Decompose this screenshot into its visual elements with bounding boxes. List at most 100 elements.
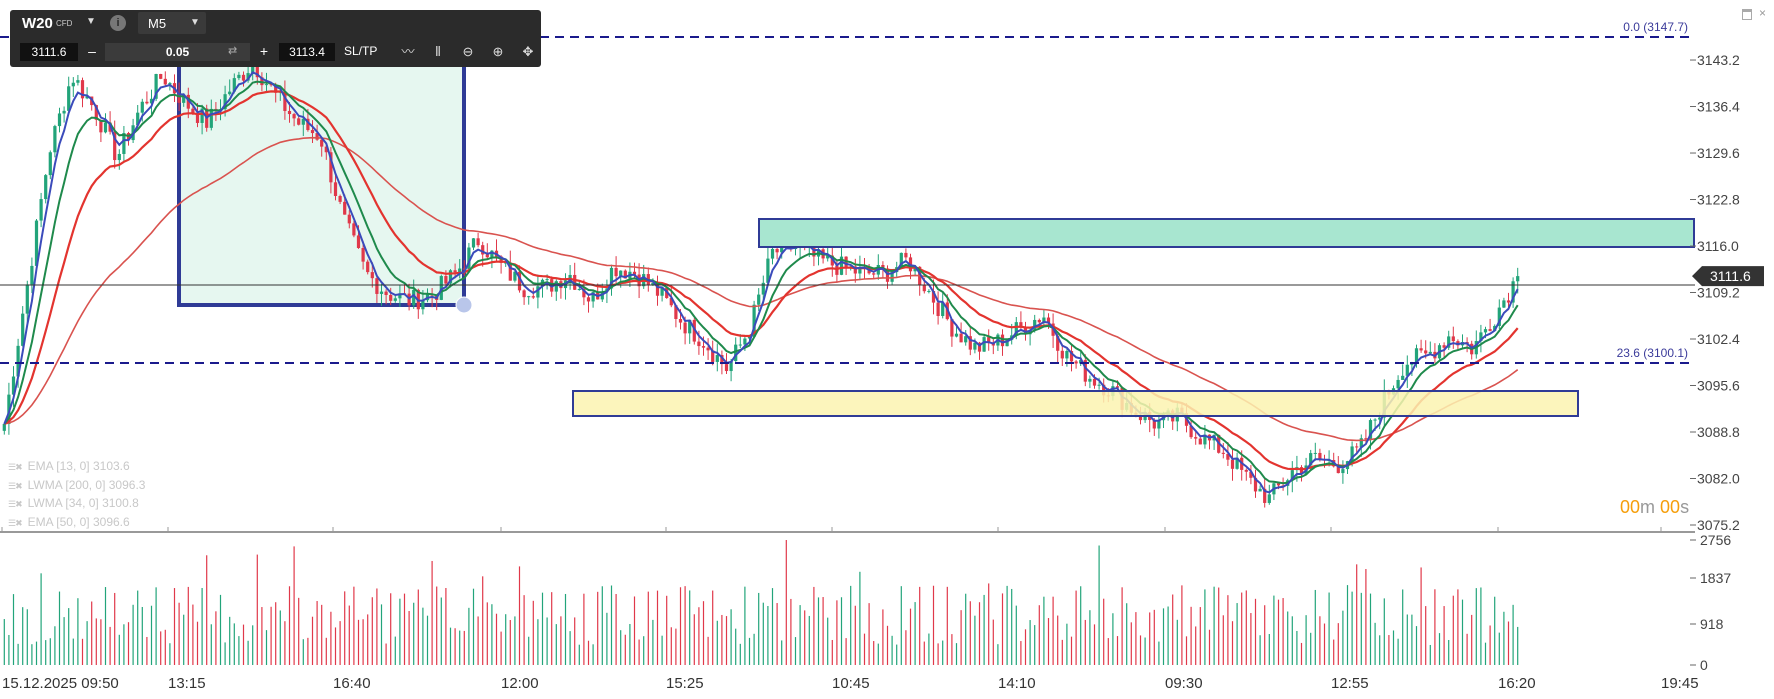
zone-green-left[interactable] <box>177 35 466 307</box>
move-icon[interactable]: ✥ <box>522 44 534 59</box>
indicator-label: LWMA [200, 0] 3096.3 <box>27 477 146 492</box>
candle-body <box>292 114 296 119</box>
bid-price[interactable]: 3111.6 <box>20 43 78 61</box>
candle-body <box>94 105 98 120</box>
candle-body <box>343 201 347 215</box>
candle-body <box>99 119 103 133</box>
candle-body <box>16 345 20 377</box>
candle-body <box>39 199 43 221</box>
candle-body <box>1198 438 1202 445</box>
candle-body <box>890 272 894 282</box>
candle-body <box>21 313 25 346</box>
candle-body <box>306 118 310 131</box>
candle-body <box>757 294 761 305</box>
candle-body <box>177 93 181 103</box>
candle-body <box>674 305 678 319</box>
indicator-lwma34[interactable]: ☰✖ LWMA [34, 0] 3100.8 <box>8 495 145 514</box>
ema13-line <box>3 71 1519 494</box>
ema50-line <box>3 80 1519 485</box>
candle-body <box>1046 317 1051 324</box>
candle-body <box>1069 351 1074 362</box>
candle-body <box>591 292 595 302</box>
candle-body <box>85 96 89 99</box>
candle-body <box>48 152 52 176</box>
chevron-down-icon[interactable]: ▼ <box>86 16 96 27</box>
candle-body <box>830 255 834 266</box>
price-tick-label: 3109.2 <box>1697 285 1740 301</box>
indicator-ema50[interactable]: ☰✖ EMA [50, 0] 3096.6 <box>8 514 145 533</box>
candle-body <box>941 302 945 316</box>
sltp-button[interactable]: SL/TP <box>344 44 378 58</box>
candle-body <box>458 268 462 273</box>
close-icon[interactable]: × <box>1758 6 1766 20</box>
info-icon[interactable]: i <box>110 15 126 31</box>
candle-body <box>329 152 333 183</box>
ask-price[interactable]: 3113.4 <box>279 43 335 61</box>
zoom-in-icon[interactable]: ⊕ <box>492 44 504 59</box>
candle-body <box>582 288 586 298</box>
lwma34-line <box>3 90 1519 471</box>
drag-handle[interactable] <box>455 296 473 314</box>
volume-tick-label: 918 <box>1700 616 1724 632</box>
indicator-lwma200[interactable]: ☰✖ LWMA [200, 0] 3096.3 <box>8 477 145 496</box>
candle-body <box>743 338 747 345</box>
line-chart-icon[interactable]: 〰 <box>401 44 415 59</box>
price-tick-label: 3088.8 <box>1697 424 1740 440</box>
candle-body <box>931 290 936 303</box>
symbol-label[interactable]: W20 <box>22 15 53 32</box>
candle-body <box>1249 471 1253 478</box>
candle-body <box>1378 417 1382 420</box>
candles-icon[interactable]: ⫴ <box>435 44 441 59</box>
candle-body <box>366 261 370 273</box>
candle-body <box>439 276 443 300</box>
candle-body <box>1359 438 1363 448</box>
candle-body <box>301 118 305 125</box>
candle-body <box>287 110 292 115</box>
candle-body <box>1309 453 1313 466</box>
candle-body <box>163 78 167 85</box>
candle-body <box>766 258 770 283</box>
candle-body <box>1065 351 1069 359</box>
candle-body <box>76 80 80 83</box>
candle-body <box>1042 317 1046 323</box>
candle-body <box>959 333 963 343</box>
candle-body <box>1396 379 1400 389</box>
candle-body <box>527 296 531 298</box>
candle-body <box>835 265 839 275</box>
candle-body <box>775 248 779 253</box>
volume-tick-label: 0 <box>1700 657 1708 673</box>
zone-yellow[interactable] <box>572 390 1579 417</box>
maximize-icon[interactable] <box>1742 9 1752 20</box>
candle-body <box>476 238 480 246</box>
candle-body <box>706 347 710 351</box>
candle-body <box>987 337 991 343</box>
candle-body <box>1157 420 1161 429</box>
volume-input[interactable]: 0.05 <box>105 43 250 61</box>
timeframe-select[interactable]: M5 ▼ <box>138 12 206 34</box>
candle-body <box>255 62 259 78</box>
candle-body <box>1033 319 1037 330</box>
candle-body <box>568 274 572 281</box>
decrease-volume-button[interactable]: – <box>88 43 96 59</box>
order-row: 3111.6 – 0.05 ⇄ + 3113.4 SL/TP 〰 ⫴ ⊖ ⊕ ✥ <box>10 40 541 66</box>
indicator-ema13[interactable]: ☰✖ EMA [13, 0] 3103.6 <box>8 458 145 477</box>
increase-volume-button[interactable]: + <box>259 43 269 59</box>
candle-body <box>1364 438 1368 440</box>
swap-icon[interactable]: ⇄ <box>228 45 238 57</box>
zone-green-top[interactable] <box>758 218 1695 248</box>
candle-body <box>490 250 494 258</box>
candle-body <box>1267 494 1271 503</box>
candle-body <box>826 255 830 259</box>
zoom-out-icon[interactable]: ⊖ <box>462 44 474 59</box>
candle-body <box>113 131 117 161</box>
candle-body <box>513 271 517 281</box>
candle-body <box>1000 334 1005 347</box>
candle-body <box>881 264 885 269</box>
candle-body <box>209 108 213 128</box>
candle-body <box>122 133 126 154</box>
candle-body <box>734 344 738 361</box>
candle-body <box>67 86 71 111</box>
candle-body <box>136 112 140 126</box>
candle-body <box>1424 350 1428 354</box>
